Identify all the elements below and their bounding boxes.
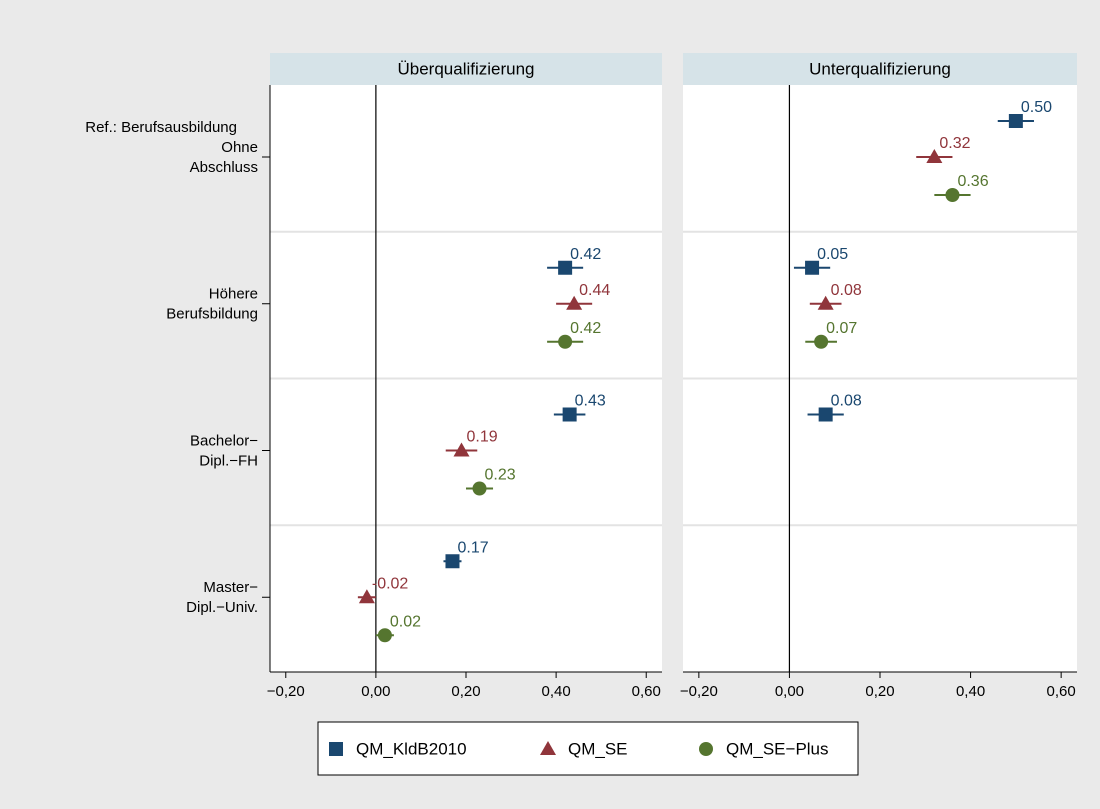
value-label: 0.08: [831, 393, 862, 410]
y-tick-label: Bachelor−: [190, 432, 258, 449]
legend-box: [317, 721, 859, 776]
value-label: 0.02: [390, 613, 421, 630]
value-label: -0.02: [372, 575, 409, 592]
value-label: 0.42: [570, 320, 601, 337]
value-label: 0.43: [575, 393, 606, 410]
x-tick-label: 0,60: [1047, 683, 1076, 700]
panel-title-strip: [270, 53, 662, 85]
legend-label: QM_SE−Plus: [726, 739, 829, 758]
value-label: 0.17: [457, 539, 488, 556]
x-tick-label: 0,40: [542, 683, 571, 700]
point: [805, 260, 820, 275]
point: [453, 442, 470, 457]
x-tick-label: 0,60: [632, 683, 661, 700]
legend-label: QM_SE: [568, 739, 628, 758]
value-label: 0.19: [466, 429, 497, 446]
y-tick-label: Berufsbildung: [166, 306, 258, 323]
point: [445, 554, 460, 569]
value-label: 0.36: [957, 173, 988, 190]
ref-label: Ref.: Berufsausbildung: [85, 119, 237, 136]
point: [1008, 114, 1023, 128]
point: [377, 628, 392, 643]
point: [817, 295, 834, 310]
panel-title: Überqualifizierung: [397, 59, 534, 78]
value-label: 0.05: [817, 246, 848, 263]
x-tick-label: 0,00: [775, 683, 804, 700]
panel-title: Unterqualifizierung: [809, 59, 951, 78]
legend-marker: [540, 741, 556, 755]
legend-marker: [329, 742, 343, 756]
value-label: 0.08: [831, 282, 862, 299]
y-tick-label: Dipl.−FH: [199, 452, 258, 469]
point: [562, 407, 577, 422]
y-tick-label: Abschluss: [190, 159, 258, 176]
value-label: 0.07: [826, 320, 857, 337]
x-tick-label: 0,00: [361, 683, 390, 700]
y-tick-label: Höhere: [209, 286, 258, 303]
legend-label: QM_KldB2010: [356, 739, 467, 758]
point: [818, 407, 833, 422]
point: [814, 334, 829, 349]
y-tick-label: Ohne: [221, 139, 258, 156]
point: [945, 188, 960, 202]
panel-title-strip: [683, 53, 1077, 85]
x-tick-label: −0,20: [680, 683, 718, 700]
y-tick-label: Master−: [203, 579, 258, 596]
value-label: 0.23: [485, 467, 516, 484]
point: [358, 589, 375, 604]
y-tick-label: Dipl.−Univ.: [186, 599, 258, 616]
x-tick-label: 0,40: [956, 683, 985, 700]
value-label: 0.42: [570, 246, 601, 263]
point: [558, 260, 573, 275]
x-tick-label: 0,20: [865, 683, 894, 700]
value-label: 0.32: [939, 135, 970, 152]
value-label: 0.44: [579, 282, 610, 299]
x-tick-label: −0,20: [267, 683, 305, 700]
point: [566, 295, 583, 310]
x-tick-label: 0,20: [451, 683, 480, 700]
point: [926, 149, 943, 163]
legend-marker: [699, 742, 713, 756]
point: [558, 334, 573, 349]
point: [472, 481, 487, 496]
value-label: 0.50: [1021, 99, 1052, 116]
